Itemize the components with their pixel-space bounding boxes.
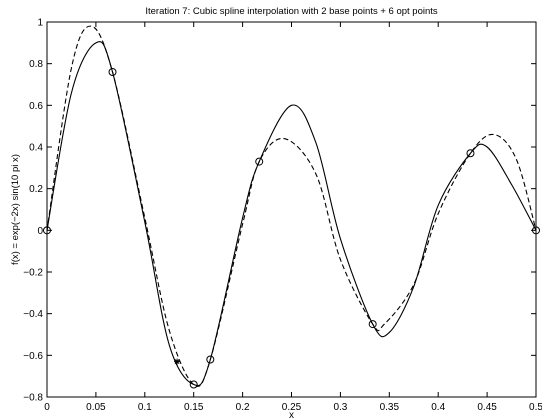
circle-marker	[368, 320, 377, 329]
circle-marker	[255, 157, 264, 166]
x-tick-label: 0.15	[184, 402, 204, 413]
axes-box	[46, 21, 537, 398]
y-tick-label: −0.2	[23, 268, 43, 279]
y-tick-label: −0.4	[23, 309, 43, 320]
x-tick-label: 0.1	[138, 402, 152, 413]
solid-curve	[46, 41, 537, 387]
y-tick-label: 0.6	[29, 101, 43, 112]
plot-layer	[43, 25, 540, 389]
chart-title: Iteration 7: Cubic spline interpolation …	[145, 6, 438, 17]
circle-marker	[466, 149, 475, 158]
y-tick-label: 0.8	[29, 59, 43, 70]
circle-marker	[108, 68, 117, 76]
x-tick-label: 0	[44, 402, 50, 413]
ticks-layer: 0 0.05 0.1 0.15 0.2 0.25 0.3 0.35 0.4 0.45 0.5 −0.8…	[23, 18, 542, 414]
x-tick-label: 0.5	[529, 402, 542, 413]
x-tick-label: 0.05	[86, 402, 106, 413]
circle-marker	[189, 380, 198, 389]
y-axis-label: f(x) = exp(−2x) sin(10 pi x)	[10, 154, 21, 265]
y-tick-label: 0.2	[29, 184, 43, 195]
x-axis-label: x	[289, 410, 294, 419]
x-tick-label: 0.45	[477, 402, 497, 413]
y-tick-label: 0	[37, 226, 43, 237]
y-tick-label: −0.8	[23, 393, 43, 404]
y-tick-label: 1	[37, 18, 43, 29]
dashed-curve	[46, 25, 537, 387]
circle-marker	[206, 355, 215, 364]
x-tick-label: 0.3	[333, 402, 347, 413]
x-tick-label: 0.4	[431, 402, 445, 413]
y-tick-label: 0.4	[29, 143, 43, 154]
x-tick-label: 0.25	[282, 402, 302, 413]
star-marker	[174, 358, 181, 365]
x-tick-label: 0.2	[236, 402, 250, 413]
x-tick-label: 0.35	[380, 402, 400, 413]
y-tick-label: −0.6	[23, 351, 43, 362]
